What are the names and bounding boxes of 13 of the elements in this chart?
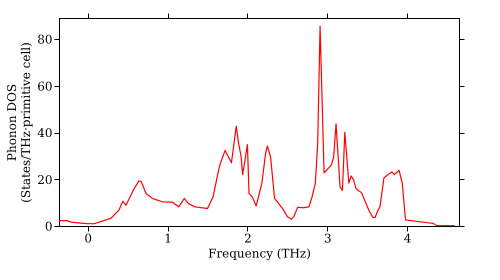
- line-series: [59, 26, 456, 226]
- y-axis-title: Phonon DOS (States/THz·primitive cell): [5, 42, 34, 203]
- x-tick-label: 3: [324, 232, 332, 246]
- x-tick-label: 2: [244, 232, 252, 246]
- x-axis-title: Frequency (THz): [208, 246, 311, 260]
- x-tick-label: 4: [404, 232, 412, 246]
- y-tick-label: 20: [37, 172, 52, 187]
- y-tick-label: 0: [44, 220, 52, 234]
- y-tick-label: 40: [37, 126, 52, 140]
- y-tick-label: 80: [37, 32, 52, 47]
- x-tick-label: 0: [84, 232, 92, 246]
- x-tick-label: 1: [164, 232, 172, 246]
- y-tick-label: 60: [37, 79, 52, 94]
